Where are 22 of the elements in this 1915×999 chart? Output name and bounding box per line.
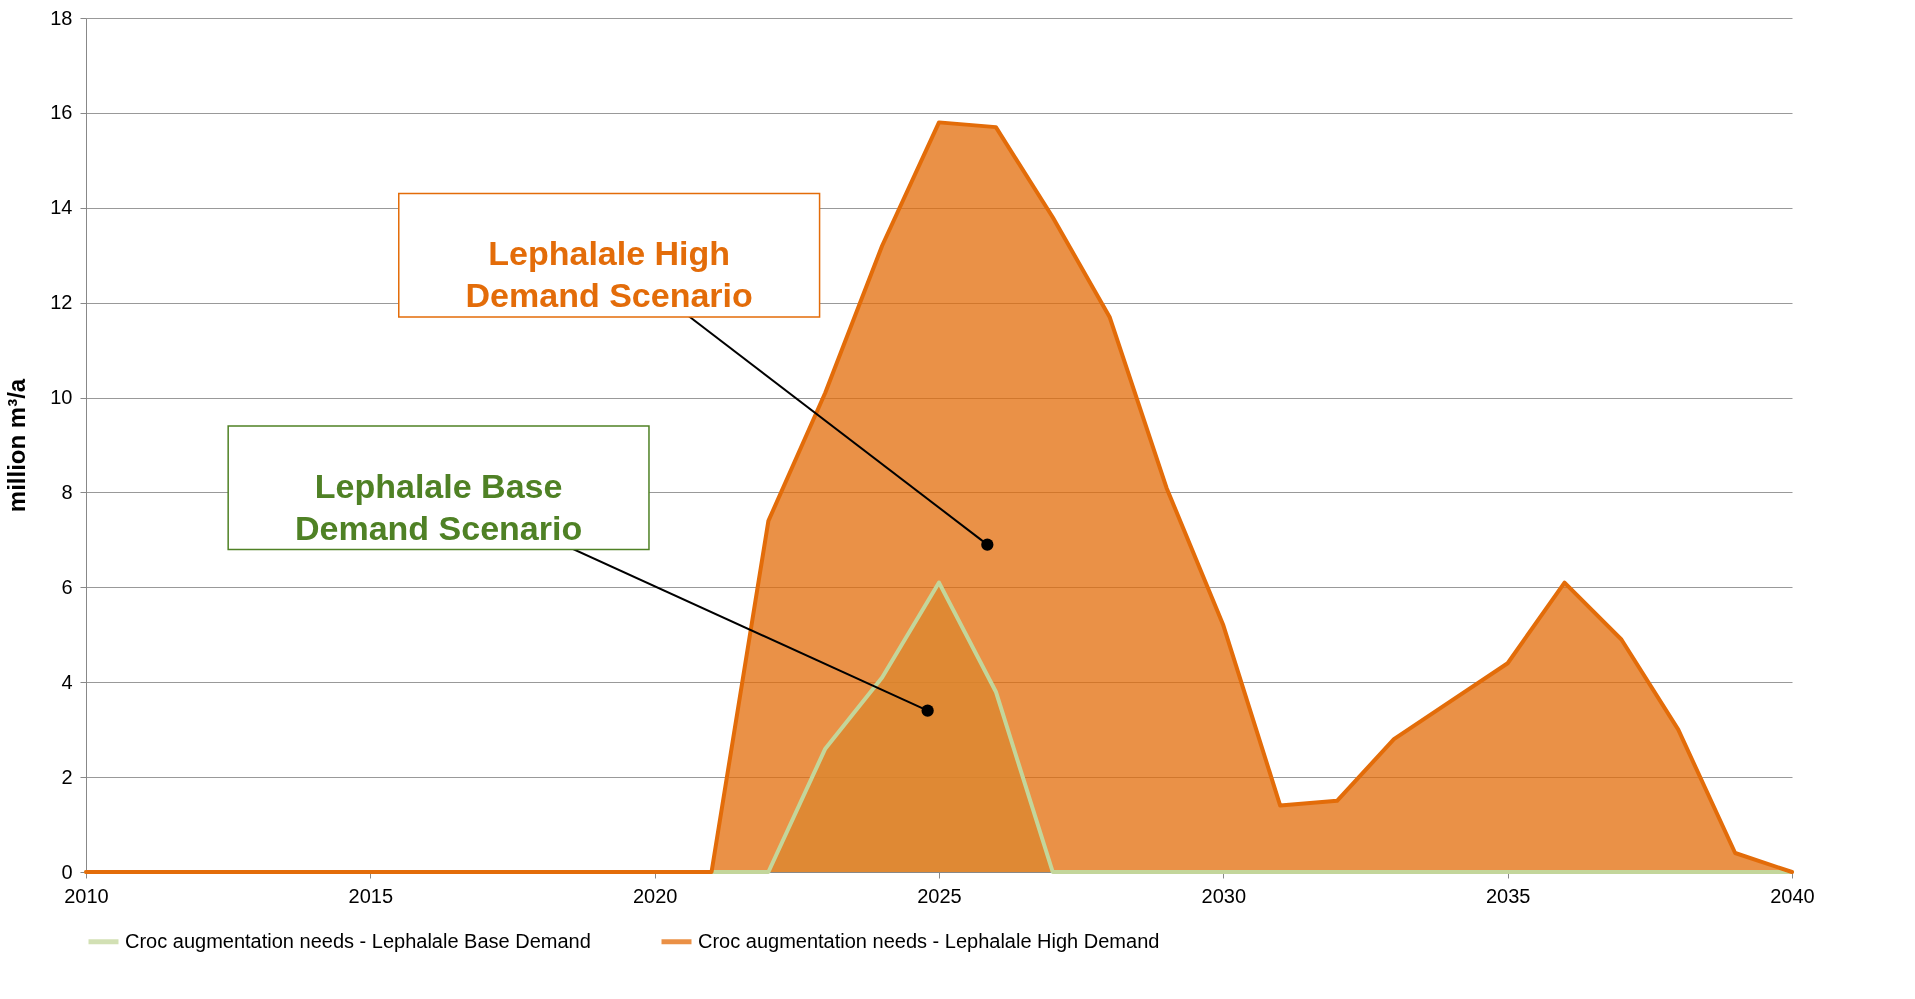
x-tick-label: 2010 (64, 884, 109, 907)
y-tick-label: 10 (50, 386, 73, 409)
legend-label: Croc augmentation needs - Lephalale Base Demand (125, 929, 591, 952)
x-tick-label: 2030 (1201, 884, 1247, 907)
x-tick-label: 2035 (1485, 884, 1531, 907)
y-axis-title: million m³/a (3, 378, 31, 513)
y-tick-label: 4 (61, 670, 73, 693)
y-tick-label: 18 (50, 6, 73, 29)
legend-label: Croc augmentation needs - Lephalale High Demand (698, 929, 1160, 952)
x-tick-label: 2020 (632, 884, 678, 907)
x-tick-label: 2015 (348, 884, 394, 907)
x-tick-label: 2040 (1770, 884, 1815, 907)
x-tick-label: 2025 (917, 884, 962, 907)
y-tick-label: 16 (50, 101, 73, 124)
y-tick-label: 0 (61, 860, 73, 883)
annotation: Lephalale Base Demand Scenario (294, 466, 583, 547)
annotation: Lephalale High Demand Scenario (465, 234, 753, 315)
y-tick-label: 2 (61, 765, 73, 788)
y-tick-label: 12 (50, 291, 73, 314)
y-tick-label: 14 (50, 196, 73, 219)
y-tick-label: 6 (61, 575, 73, 598)
y-tick-label: 8 (61, 480, 73, 503)
